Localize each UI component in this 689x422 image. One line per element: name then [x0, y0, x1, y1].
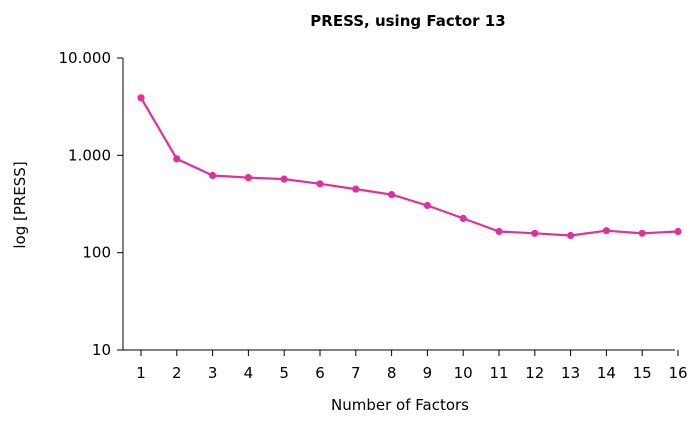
data-point [316, 180, 324, 188]
x-axis-label: Number of Factors [331, 396, 469, 414]
chart-title: PRESS, using Factor 13 [310, 12, 505, 30]
y-ticks: 10 100 1.000 10.000 [59, 49, 123, 359]
series-layer [137, 94, 682, 240]
data-point [567, 231, 575, 240]
x-tick-label: 1 [136, 364, 146, 382]
y-tick-label: 10 [92, 341, 111, 359]
x-tick-label: 13 [561, 364, 580, 382]
x-tick-label: 15 [633, 364, 652, 382]
data-point [495, 227, 503, 236]
x-tick-label: 12 [525, 364, 544, 382]
x-tick-label: 8 [387, 364, 397, 382]
x-tick-label: 4 [244, 364, 254, 382]
x-ticks: 1 2 3 4 5 6 7 8 9 10 11 12 13 14 15 16 [136, 350, 688, 382]
data-point [209, 171, 217, 180]
axes [122, 58, 675, 351]
data-point [423, 201, 431, 210]
y-tick-label: 1.000 [68, 146, 111, 164]
x-tick-label: 3 [208, 364, 218, 382]
data-point [459, 214, 467, 222]
x-tick-label: 7 [351, 364, 361, 382]
data-point [280, 175, 288, 183]
data-point [244, 174, 252, 182]
data-point [388, 191, 396, 199]
data-point [602, 227, 611, 235]
y-axis-label: log [PRESS] [11, 161, 29, 248]
data-point [674, 227, 682, 236]
y-tick-label: 100 [82, 244, 111, 262]
x-tick-label: 16 [668, 364, 687, 382]
data-point [638, 229, 646, 237]
data-point [173, 155, 181, 163]
data-point [137, 94, 145, 102]
y-tick-label: 10.000 [59, 49, 112, 67]
x-tick-label: 6 [315, 364, 325, 382]
x-tick-label: 2 [172, 364, 182, 382]
x-tick-label: 9 [423, 364, 433, 382]
x-tick-label: 10 [454, 364, 473, 382]
x-tick-label: 14 [597, 364, 616, 382]
data-point [352, 185, 360, 193]
x-tick-label: 11 [489, 364, 508, 382]
series-line [140, 97, 679, 237]
x-tick-label: 5 [279, 364, 289, 382]
data-point [531, 229, 539, 237]
